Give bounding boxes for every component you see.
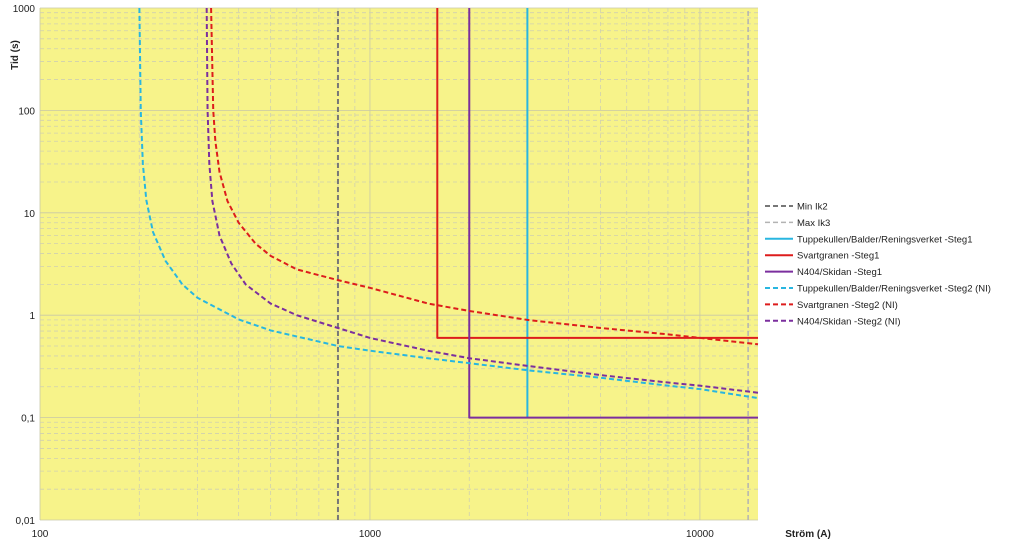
legend: Min Ik2 Max Ik3 Tuppekullen/Balder/Renings…: [765, 202, 991, 327]
series-layer: [138, 7, 759, 520]
y-tick-label: 1000: [13, 4, 36, 15]
x-tick-label: 100: [32, 529, 49, 540]
legend-entry: Svartgranen -Steg2 (NI): [797, 300, 898, 311]
legend-entry: Tuppekullen/Balder/Reningsverket -Steg2 …: [797, 284, 991, 295]
y-tick-label: 100: [18, 106, 35, 117]
legend-entry: Svartgranen -Steg1: [797, 251, 879, 262]
y-axis-title: Tid (s): [10, 40, 21, 70]
tick-labels: 100 1000 10000 0,01 0,1 1 10 100 1000: [13, 4, 714, 540]
y-tick-label: 10: [24, 209, 36, 220]
legend-entry: N404/Skidan -Steg2 (NI): [797, 316, 901, 327]
series-line-7: [210, 7, 759, 346]
series-line-6: [138, 7, 759, 400]
y-tick-label: 0,01: [16, 516, 36, 527]
series-line-8: [205, 7, 759, 394]
plot-area: [40, 8, 758, 520]
x-tick-label: 10000: [686, 529, 714, 540]
series-line-5: [468, 8, 758, 419]
x-axis-title: Ström (A): [785, 529, 831, 540]
legend-entry: N404/Skidan -Steg1: [797, 267, 882, 278]
legend-entry: Tuppekullen/Balder/Reningsverket -Steg1: [797, 234, 973, 245]
legend-entry: Max Ik3: [797, 218, 830, 229]
series-line-4: [436, 8, 758, 339]
x-tick-label: 1000: [359, 529, 382, 540]
y-tick-label: 1: [29, 311, 35, 322]
y-tick-label: 0,1: [21, 414, 35, 425]
legend-entry: Min Ik2: [797, 202, 828, 213]
